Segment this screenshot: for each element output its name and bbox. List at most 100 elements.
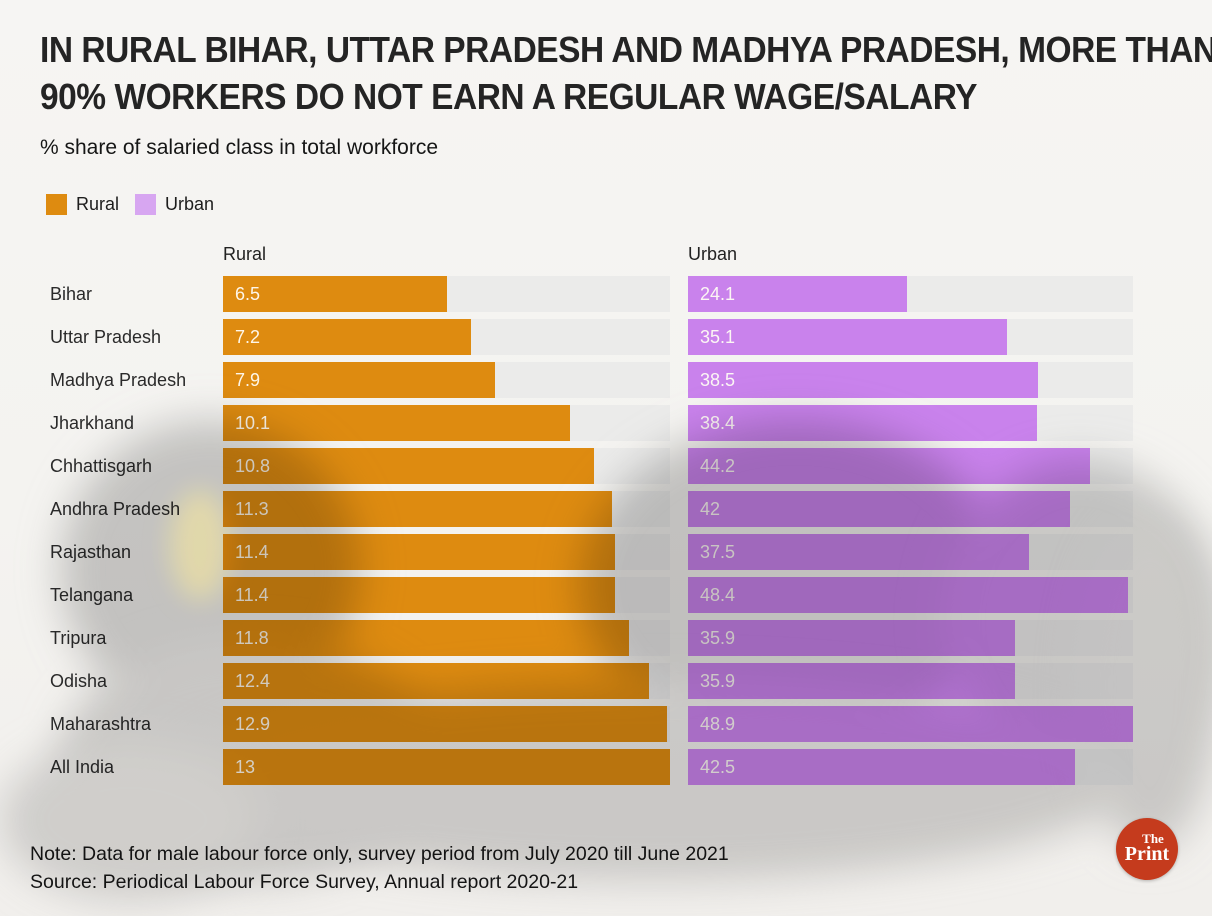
chart-headline: IN RURAL BIHAR, UTTAR PRADESH AND MADHYA… [40, 26, 1212, 120]
urban-bar-track: 24.1 [688, 276, 1133, 312]
urban-bar-track: 35.1 [688, 319, 1133, 355]
rural-bar-track: 13 [223, 749, 670, 785]
urban-panel-header: Urban [688, 244, 738, 264]
rural-bar: 10.8 [223, 448, 595, 484]
urban-bar-track: 44.2 [688, 448, 1133, 484]
rural-bar: 11.4 [223, 577, 615, 613]
bar-value-label: 12.9 [235, 714, 271, 734]
urban-bar-track: 38.5 [688, 362, 1133, 398]
urban-bar: 37.5 [688, 534, 1030, 570]
rural-swatch-icon [46, 194, 67, 215]
bar-value-label: 7.2 [235, 327, 261, 347]
rural-bar-track: 12.4 [223, 663, 670, 699]
bar-value-label: 44.2 [700, 456, 736, 476]
bar-value-label: 6.5 [235, 284, 261, 304]
category-label: Rajasthan [50, 542, 132, 562]
legend: Rural Urban [46, 194, 214, 215]
bar-value-label: 11.8 [235, 628, 269, 648]
urban-bar: 38.4 [688, 405, 1038, 441]
rural-bar: 12.4 [223, 663, 650, 699]
urban-bar-track: 48.4 [688, 577, 1133, 613]
headline-line-1: IN RURAL BIHAR, UTTAR PRADESH AND MADHYA… [40, 29, 1212, 70]
rural-bar-track: 10.8 [223, 448, 670, 484]
panel-headers: Rural Urban [50, 244, 1133, 276]
bar-value-label: 38.4 [700, 413, 736, 433]
urban-bar-track: 37.5 [688, 534, 1133, 570]
bar-value-label: 12.4 [235, 671, 271, 691]
bar-value-label: 10.1 [235, 413, 271, 433]
bar-value-label: 37.5 [700, 542, 736, 562]
urban-bar: 35.9 [688, 663, 1015, 699]
rural-bar-track: 7.9 [223, 362, 670, 398]
chart-row: Andhra Pradesh 11.3 42 [50, 491, 1133, 527]
category-label: Tripura [50, 628, 107, 648]
rural-bar-track: 10.1 [223, 405, 670, 441]
urban-bar-track: 48.9 [688, 706, 1133, 742]
chart-row: All India 13 42.5 [50, 749, 1133, 785]
rural-bar-track: 11.4 [223, 577, 670, 613]
footnote-block: Note: Data for male labour force only, s… [30, 840, 729, 896]
category-label: Andhra Pradesh [50, 499, 181, 519]
urban-bar-track: 35.9 [688, 620, 1133, 656]
bar-value-label: 35.9 [700, 671, 736, 691]
category-label: All India [50, 757, 115, 777]
urban-swatch-icon [135, 194, 157, 215]
chart-row: Odisha 12.4 35.9 [50, 663, 1133, 699]
rural-bar-track: 6.5 [223, 276, 670, 312]
source-text: Source: Periodical Labour Force Survey, … [30, 871, 579, 893]
chart-row: Maharashtra 12.9 48.9 [50, 706, 1133, 742]
rural-bar-track: 11.4 [223, 534, 670, 570]
rural-bar: 7.9 [223, 362, 495, 398]
urban-bar-track: 42.5 [688, 749, 1133, 785]
bar-value-label: 42.5 [700, 757, 736, 777]
rural-bar-track: 11.3 [223, 491, 670, 527]
rural-bar: 12.9 [223, 706, 667, 742]
bar-value-label: 11.4 [235, 585, 269, 605]
rural-bar-track: 11.8 [223, 620, 670, 656]
category-label: Bihar [50, 284, 93, 304]
rural-bar-track: 7.2 [223, 319, 670, 355]
theprint-logo: The Print [1116, 818, 1178, 880]
urban-bar: 42.5 [688, 749, 1075, 785]
chart-subtitle: % share of salaried class in total workf… [40, 136, 439, 159]
bar-value-label: 42 [700, 499, 721, 519]
note-text: Note: Data for male labour force only, s… [30, 843, 729, 865]
bar-value-label: 48.4 [700, 585, 736, 605]
rural-panel-header: Rural [223, 244, 267, 264]
logo-word-print: Print [1124, 843, 1170, 865]
category-label: Maharashtra [50, 714, 152, 734]
category-label: Chhattisgarh [50, 456, 153, 476]
urban-bar: 42 [688, 491, 1071, 527]
bar-value-label: 38.5 [700, 370, 736, 390]
grouped-bar-chart: Rural Urban Bihar 6.5 24.1 Uttar Pradesh 7.2… [50, 244, 1133, 785]
bar-value-label: 13 [235, 757, 256, 777]
rural-bar: 11.8 [223, 620, 629, 656]
chart-rows: Bihar 6.5 24.1 Uttar Pradesh 7.2 35.1 Madhya P… [50, 276, 1133, 785]
legend-label-urban: Urban [165, 194, 215, 214]
legend-label-rural: Rural [76, 194, 120, 214]
rural-bar: 10.1 [223, 405, 571, 441]
legend-item-rural: Rural [46, 194, 119, 215]
category-label: Odisha [50, 671, 108, 691]
bar-value-label: 10.8 [235, 456, 271, 476]
rural-bar: 7.2 [223, 319, 471, 355]
bar-value-label: 24.1 [700, 284, 736, 304]
bar-value-label: 11.4 [235, 542, 269, 562]
urban-bar: 35.1 [688, 319, 1008, 355]
chart-row: Tripura 11.8 35.9 [50, 620, 1133, 656]
bar-value-label: 7.9 [235, 370, 261, 390]
rural-bar: 11.4 [223, 534, 615, 570]
category-label: Uttar Pradesh [50, 327, 162, 347]
legend-item-urban: Urban [135, 194, 214, 215]
urban-bar: 38.5 [688, 362, 1039, 398]
rural-bar: 13 [223, 749, 670, 785]
rural-bar-track: 12.9 [223, 706, 670, 742]
bar-value-label: 48.9 [700, 714, 736, 734]
category-label: Jharkhand [50, 413, 135, 433]
category-label: Telangana [50, 585, 134, 605]
category-label: Madhya Pradesh [50, 370, 187, 390]
chart-row: Rajasthan 11.4 37.5 [50, 534, 1133, 570]
rural-bar: 6.5 [223, 276, 447, 312]
chart-row: Chhattisgarh 10.8 44.2 [50, 448, 1133, 484]
urban-bar: 44.2 [688, 448, 1091, 484]
